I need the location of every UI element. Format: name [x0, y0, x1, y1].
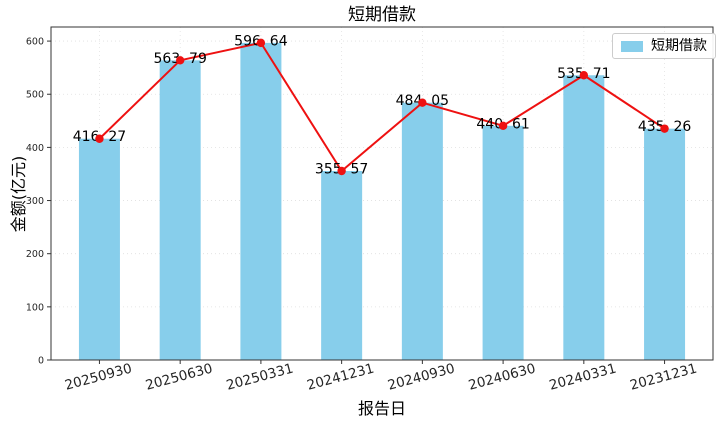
y-tick-label: 0 — [38, 356, 44, 367]
line-marker — [418, 98, 427, 107]
bar — [482, 125, 524, 361]
line-marker — [660, 124, 669, 133]
line-marker — [256, 38, 266, 48]
legend-swatch-icon — [621, 40, 643, 52]
y-tick-label: 500 — [26, 90, 44, 101]
bar — [240, 42, 282, 361]
line-marker — [498, 121, 508, 131]
x-tick-label: 20250930 — [63, 361, 134, 394]
x-tick-label: 20240331 — [548, 361, 619, 394]
bar — [78, 138, 120, 360]
line-marker — [175, 56, 185, 65]
line-marker — [579, 71, 589, 80]
x-tick-label: 20250630 — [144, 361, 215, 394]
x-tick-label: 20240930 — [386, 361, 457, 394]
y-tick-label: 300 — [26, 196, 44, 207]
y-tick-label: 600 — [26, 37, 44, 48]
axes-frame — [50, 26, 714, 361]
bar — [321, 171, 363, 360]
chart-title: 短期借款 — [348, 5, 416, 25]
bar — [644, 128, 686, 360]
bar — [563, 75, 605, 361]
line-series — [98, 41, 666, 173]
legend: 短期借款 — [612, 33, 716, 59]
y-tick-label: 100 — [26, 302, 44, 313]
x-tick-label: 20250331 — [225, 361, 296, 394]
y-tick-label: 200 — [26, 249, 44, 260]
x-tick-label: 20231231 — [628, 361, 699, 394]
bar — [401, 102, 443, 361]
line-marker — [95, 134, 104, 143]
x-tick-label: 20240630 — [467, 361, 538, 394]
line-marker — [337, 166, 346, 176]
x-axis-label: 报告日 — [357, 399, 406, 418]
y-axis-label: 金额(亿元) — [9, 155, 28, 233]
x-tick-label: 20241231 — [305, 361, 376, 394]
legend-label: 短期借款 — [651, 38, 707, 54]
y-tick-label: 400 — [26, 143, 44, 154]
bar — [159, 60, 201, 361]
